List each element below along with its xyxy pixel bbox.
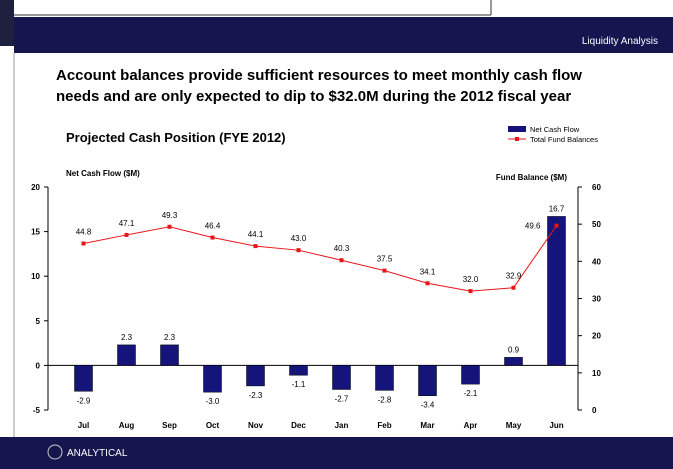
x-tick-label: Aug [119,421,135,430]
point-label: 40.3 [334,244,350,253]
bar [74,365,93,392]
y2-tick-label: 20 [592,332,601,341]
x-tick-label: Nov [248,421,264,430]
y-tick-label: 15 [31,228,40,237]
point-label: 44.1 [248,230,264,239]
y-tick-label: 20 [31,183,40,192]
point-label: 49.3 [162,211,178,220]
legend-label: Net Cash Flow [530,125,580,134]
bar-label: -1.1 [292,380,306,389]
point-label: 34.1 [420,267,436,276]
x-tick-label: Oct [206,421,220,430]
bar [547,216,566,366]
point [167,224,172,229]
y-tick-label: 0 [36,361,41,370]
bar-label: -3.0 [206,397,220,406]
point [425,281,430,286]
footer-band [0,437,673,469]
legend-label: Total Fund Balances [530,135,598,144]
point [554,223,559,228]
x-tick-label: Jun [549,421,563,430]
x-tick-label: Dec [291,421,306,430]
point [210,235,215,240]
x-tick-label: May [506,421,522,430]
point-label: 44.8 [76,227,92,236]
x-tick-label: Sep [162,421,177,430]
bar [461,365,480,385]
y2-axis-label: Fund Balance ($M) [496,173,567,182]
legend-swatch [508,126,526,132]
logo-icon [47,444,63,460]
point-label: 43.0 [291,234,307,243]
point [339,258,344,263]
x-tick-label: Jul [78,421,90,430]
y2-tick-label: 30 [592,295,601,304]
header-band [14,17,673,53]
point [468,289,473,294]
bar [246,365,265,387]
bar-label: 0.9 [508,345,520,354]
y-axis-label: Net Cash Flow ($M) [66,169,140,178]
point-label: 46.4 [205,222,221,231]
x-tick-label: Jan [335,421,349,430]
bar [160,344,179,366]
bar-label: -2.3 [249,391,263,400]
headline: needs and are only expected to dip to $3… [56,88,571,105]
bar [418,365,437,396]
bar [332,365,351,390]
point [124,232,129,237]
bar-label: -2.9 [77,396,91,405]
point [296,248,301,253]
x-tick-label: Apr [464,421,478,430]
point [81,241,86,246]
point-label: 47.1 [119,219,135,228]
corner-block [0,0,14,46]
point [511,285,516,290]
x-tick-label: Mar [420,421,434,430]
bar-label: -2.1 [464,389,478,398]
bar [117,344,136,366]
point-label: 37.5 [377,255,393,264]
point [253,244,258,249]
bar-label: -3.4 [421,401,435,410]
bar [504,357,523,366]
y-tick-label: 5 [36,317,41,326]
bar [203,365,222,393]
y2-tick-label: 0 [592,406,597,415]
logo-text: ANALYTICAL [67,448,128,459]
bar [375,365,394,391]
y-tick-label: -5 [33,406,41,415]
bar [289,365,308,376]
bar-label: 2.3 [164,333,176,342]
y2-tick-label: 50 [592,220,601,229]
point-label: 49.6 [525,222,541,231]
y-tick-label: 10 [31,272,40,281]
bar-label: 16.7 [549,204,565,213]
x-tick-label: Feb [377,421,391,430]
line [83,225,557,292]
chart-title: Projected Cash Position (FYE 2012) [66,130,286,145]
section-title: Liquidity Analysis [582,36,658,47]
y2-tick-label: 40 [592,257,601,266]
point [382,268,387,273]
legend-marker [515,137,519,141]
y2-tick-label: 10 [592,369,601,378]
headline: Account balances provide sufficient reso… [56,67,582,84]
bar-label: 2.3 [121,333,133,342]
bar-label: -2.7 [335,394,349,403]
y2-tick-label: 60 [592,183,601,192]
point-label: 32.0 [463,275,479,284]
point-label: 32.9 [506,272,522,281]
bar-label: -2.8 [378,395,392,404]
